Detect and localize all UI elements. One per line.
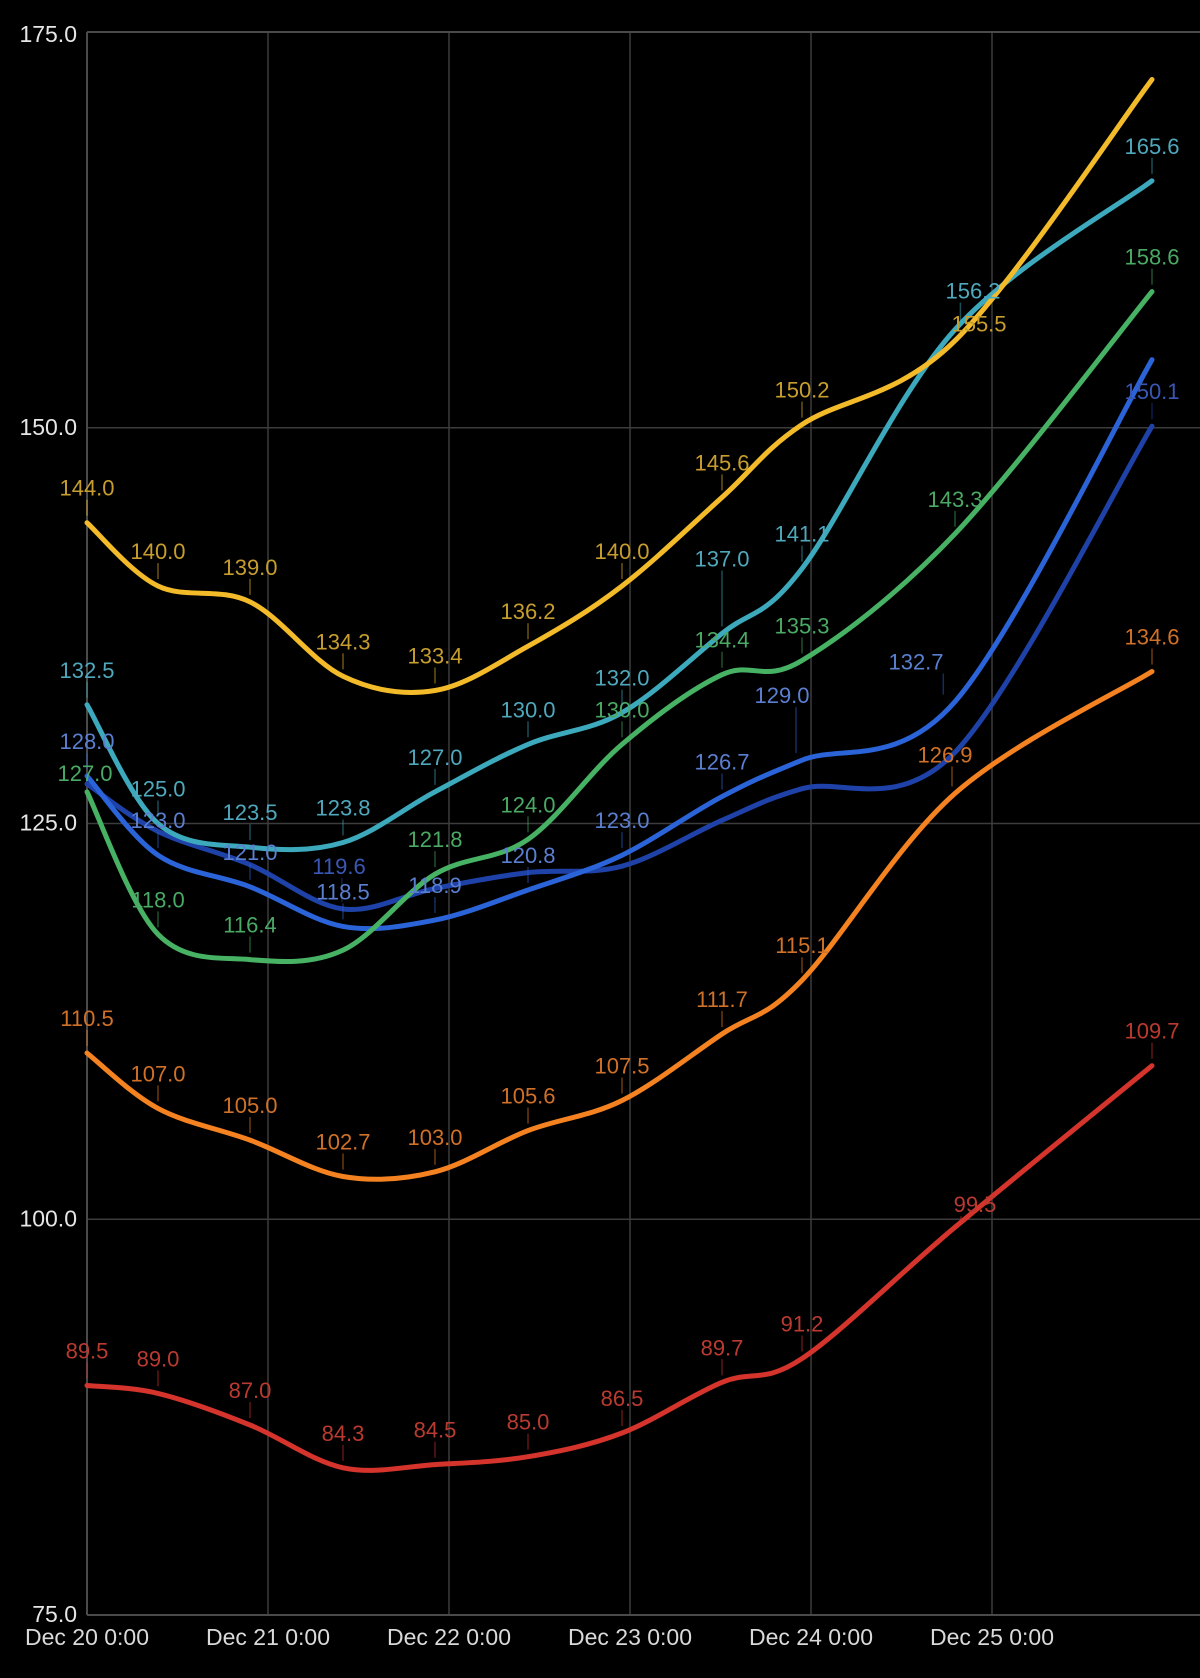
point-label-yellow: 140.0: [130, 539, 185, 564]
point-label-green: 121.8: [407, 827, 462, 852]
point-label-green: 134.4: [694, 628, 749, 653]
point-label-green: 135.3: [774, 613, 829, 638]
series-line-teal: [84, 178, 1155, 853]
series-line-red: [84, 1063, 1155, 1473]
point-label-royal-blue: 128.0: [59, 729, 114, 754]
point-label-teal: 123.5: [222, 800, 277, 825]
y-axis-tick-label: 75.0: [32, 1601, 77, 1627]
point-label-orange: 105.6: [500, 1084, 555, 1109]
point-label-orange: 111.7: [696, 987, 748, 1012]
point-label-red: 84.3: [322, 1421, 365, 1446]
y-axis-tick-label: 175.0: [19, 21, 77, 47]
point-label-royal-blue: 123.0: [130, 808, 185, 833]
point-label-yellow: 134.3: [315, 629, 370, 654]
point-label-orange: 107.0: [130, 1061, 185, 1086]
x-axis-tick-label: Dec 22 0:00: [387, 1624, 511, 1650]
y-axis-tick-label: 100.0: [19, 1205, 77, 1231]
point-label-orange: 134.6: [1124, 625, 1179, 650]
point-label-green: 158.6: [1124, 245, 1179, 270]
point-label-orange: 105.0: [222, 1093, 277, 1118]
series-line-orange: [84, 669, 1155, 1182]
point-label-royal-blue: 118.9: [408, 873, 461, 898]
point-label-royal-blue: 121.0: [222, 840, 277, 865]
point-label-red: 87.0: [229, 1378, 272, 1403]
point-label-orange: 126.9: [917, 742, 972, 767]
point-label-royal-blue: 126.7: [694, 750, 749, 775]
point-label-red: 89.5: [66, 1338, 109, 1363]
point-label-red: 85.0: [507, 1410, 550, 1435]
point-label-navy: 150.1: [1124, 379, 1179, 404]
point-label-red: 91.2: [781, 1312, 824, 1337]
point-label-yellow: 155.5: [951, 312, 1006, 337]
x-axis-tick-label: Dec 24 0:00: [749, 1624, 873, 1650]
point-label-red: 84.5: [414, 1418, 457, 1443]
point-label-teal: 165.6: [1124, 134, 1179, 159]
point-label-teal: 125.0: [130, 777, 185, 802]
x-axis-tick-label: Dec 25 0:00: [930, 1624, 1054, 1650]
point-label-royal-blue: 118.5: [316, 879, 369, 904]
point-label-royal-blue: 129.0: [754, 683, 809, 708]
point-label-yellow: 136.2: [500, 599, 555, 624]
point-label-orange: 103.0: [407, 1125, 462, 1150]
point-label-red: 89.7: [701, 1335, 744, 1360]
point-label-red: 86.5: [601, 1386, 644, 1411]
point-label-royal-blue: 120.8: [500, 843, 555, 868]
point-label-navy: 119.6: [312, 854, 365, 879]
point-label-yellow: 150.2: [774, 378, 829, 403]
point-label-teal: 156.2: [945, 279, 1000, 304]
point-label-green: 116.4: [223, 913, 276, 938]
point-label-red: 109.7: [1124, 1019, 1179, 1044]
point-label-yellow: 144.0: [59, 476, 114, 501]
series-line-green: [84, 289, 1155, 965]
point-label-teal: 132.5: [59, 658, 114, 683]
series-line-royal-blue: [84, 357, 1155, 932]
point-label-yellow: 133.4: [407, 644, 462, 669]
point-label-teal: 132.0: [594, 666, 649, 691]
point-label-orange: 107.5: [594, 1054, 649, 1079]
point-label-orange: 110.5: [60, 1006, 113, 1031]
y-axis-tick-label: 125.0: [19, 810, 77, 836]
point-label-red: 89.0: [137, 1346, 180, 1371]
point-label-green: 143.3: [927, 487, 982, 512]
point-label-red: 99.5: [954, 1192, 997, 1217]
point-label-teal: 141.1: [774, 522, 829, 547]
x-axis-tick-label: Dec 21 0:00: [206, 1624, 330, 1650]
point-label-teal: 123.8: [315, 795, 370, 820]
point-label-orange: 115.1: [775, 933, 828, 958]
x-axis-tick-label: Dec 23 0:00: [568, 1624, 692, 1650]
point-label-royal-blue: 123.0: [594, 808, 649, 833]
point-label-royal-blue: 132.7: [888, 650, 943, 675]
point-label-yellow: 145.6: [694, 450, 749, 475]
point-label-green: 118.0: [131, 887, 184, 912]
point-label-teal: 137.0: [694, 547, 749, 572]
point-label-green: 124.0: [500, 792, 555, 817]
point-label-yellow: 139.0: [222, 555, 277, 580]
point-label-green: 127.0: [57, 761, 112, 786]
point-label-teal: 130.0: [500, 697, 555, 722]
point-label-yellow: 140.0: [594, 539, 649, 564]
x-axis-tick-label: Dec 20 0:00: [25, 1624, 149, 1650]
point-label-orange: 102.7: [315, 1130, 370, 1155]
y-axis-tick-label: 150.0: [19, 414, 77, 440]
series-line-yellow: [84, 77, 1155, 695]
point-label-teal: 127.0: [407, 745, 462, 770]
point-label-green: 130.0: [594, 697, 649, 722]
